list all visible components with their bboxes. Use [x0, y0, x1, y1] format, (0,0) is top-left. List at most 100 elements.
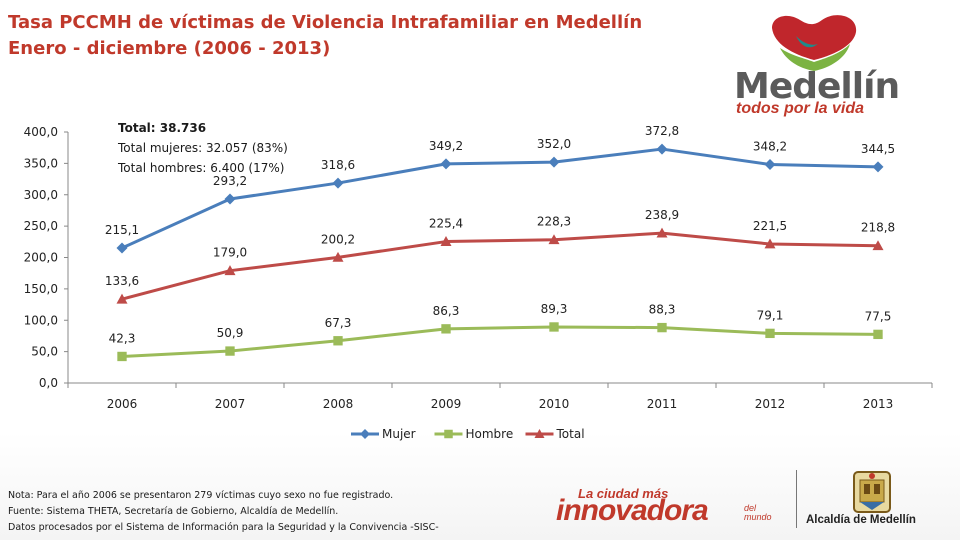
- heart-logo-icon: [772, 15, 857, 71]
- data-label-total: 238,9: [645, 208, 679, 222]
- point-mujer: [332, 177, 344, 189]
- point-mujer: [116, 242, 128, 254]
- y-tick-label: 300,0: [24, 188, 58, 202]
- footer-nota: Nota: Para el año 2006 se presentaron 27…: [8, 490, 394, 501]
- footer-notes: Nota: Para el año 2006 se presentaron 27…: [8, 488, 439, 536]
- data-label-mujer: 344,5: [861, 142, 895, 156]
- data-label-hombre: 88,3: [649, 303, 676, 317]
- data-label-total: 218,8: [861, 221, 895, 235]
- x-tick-label: 2009: [431, 397, 462, 411]
- logo-tagline: todos por la vida: [736, 100, 865, 117]
- point-total: [224, 265, 236, 276]
- x-tick-label: 2012: [755, 397, 786, 411]
- logo-wordmark: Medellín: [734, 66, 900, 107]
- point-mujer: [872, 161, 884, 173]
- y-tick-label: 50,0: [31, 345, 58, 359]
- legend-label-mujer: Mujer: [382, 427, 416, 441]
- data-label-total: 200,2: [321, 232, 355, 246]
- y-tick-label: 150,0: [24, 282, 58, 296]
- data-label-total: 228,3: [537, 215, 571, 229]
- legend-label-hombre: Hombre: [466, 427, 514, 441]
- innovadora-top: La ciudad más: [578, 486, 669, 501]
- data-label-hombre: 42,3: [109, 331, 136, 345]
- data-label-hombre: 79,1: [757, 308, 784, 322]
- x-tick-label: 2010: [539, 397, 570, 411]
- footer-divider: [796, 470, 797, 528]
- y-tick-label: 100,0: [24, 313, 58, 327]
- y-tick-label: 350,0: [24, 156, 58, 170]
- point-total: [764, 238, 776, 249]
- point-total: [440, 236, 452, 246]
- data-label-mujer: 349,2: [429, 139, 463, 153]
- total-all: Total: 38.736: [118, 121, 207, 135]
- data-label-mujer: 215,1: [105, 223, 139, 237]
- data-label-mujer: 348,2: [753, 140, 787, 154]
- point-mujer: [440, 158, 452, 170]
- innovadora-del: del: [744, 503, 757, 513]
- title-line-1: Tasa PCCMH de víctimas de Violencia Intr…: [8, 12, 643, 33]
- point-hombre: [441, 324, 451, 334]
- innovadora-logo: La ciudad más innovadora del mundo: [556, 480, 786, 530]
- point-hombre: [225, 346, 235, 356]
- title-line-2: Enero - diciembre (2006 - 2013): [8, 38, 331, 59]
- x-tick-label: 2006: [107, 397, 138, 411]
- point-hombre: [657, 322, 667, 333]
- coat-of-arms-icon: [853, 471, 891, 513]
- alcaldia-logo: Alcaldía de Medellín: [806, 468, 956, 534]
- footer-datos: Datos procesados por el Sistema de Infor…: [8, 522, 439, 533]
- point-total: [872, 240, 884, 251]
- y-tick-label: 200,0: [24, 251, 58, 265]
- x-tick-label: 2007: [215, 397, 246, 411]
- data-label-hombre: 86,3: [433, 304, 460, 318]
- innovadora-del-mundo: del mundo: [744, 504, 772, 522]
- point-hombre: [873, 329, 883, 340]
- point-total: [332, 251, 344, 262]
- total-mujeres: Total mujeres: 32.057 (83%): [118, 141, 288, 155]
- data-label-mujer: 293,2: [213, 174, 247, 188]
- line-chart: 0,0 50,0 100,0 150,0 200,0 250,0 300,0 350,0 400…: [24, 124, 933, 441]
- point-total: [116, 293, 128, 304]
- footer-fuente: Fuente: Sistema THETA, Secretaría de Gob…: [8, 506, 339, 517]
- point-hombre: [549, 322, 559, 332]
- point-mujer: [656, 143, 668, 155]
- data-label-mujer: 372,8: [645, 124, 679, 138]
- data-label-hombre: 89,3: [541, 302, 568, 316]
- innovadora-main: innovadora: [556, 494, 709, 527]
- series-line-mujer: [121, 147, 879, 250]
- x-tick-label: 2011: [647, 397, 678, 411]
- innovadora-mundo: mundo: [744, 512, 772, 522]
- point-hombre: [117, 351, 127, 362]
- point-total: [656, 227, 668, 238]
- data-label-total: 221,5: [753, 219, 787, 233]
- data-label-hombre: 50,9: [217, 326, 244, 340]
- x-tick-label: 2008: [323, 397, 354, 411]
- point-hombre: [333, 336, 343, 346]
- legend-marker-total: [534, 429, 545, 438]
- point-mujer: [224, 193, 236, 205]
- y-tick-label: 400,0: [24, 125, 58, 139]
- medellin-logo: Medellín todos por la vida: [728, 14, 900, 117]
- data-label-hombre: 67,3: [325, 316, 352, 330]
- point-hombre: [765, 328, 775, 339]
- series-line-hombre: [121, 325, 879, 358]
- data-label-total: 179,0: [213, 246, 247, 260]
- data-label-total: 225,4: [429, 217, 463, 231]
- alcaldia-label: Alcaldía de Medellín: [806, 514, 916, 526]
- point-mujer: [548, 156, 560, 168]
- total-hombres: Total hombres: 6.400 (17%): [118, 161, 285, 175]
- y-tick-label: 0,0: [39, 376, 58, 390]
- series-line-total: [121, 231, 879, 301]
- legend-marker-mujer: [360, 429, 370, 439]
- y-tick-label: 250,0: [24, 219, 58, 233]
- totals-box: Total: 38.736 Total mujeres: 32.057 (83%…: [118, 118, 288, 178]
- page-title: Tasa PCCMH de víctimas de Violencia Intr…: [8, 10, 642, 62]
- data-label-total: 133,6: [105, 274, 139, 288]
- x-tick-label: 2013: [863, 397, 894, 411]
- point-mujer: [764, 159, 776, 171]
- data-label-hombre: 77,5: [865, 309, 892, 323]
- data-label-mujer: 318,6: [321, 158, 355, 172]
- legend-marker-hombre: [444, 429, 453, 439]
- point-total: [548, 234, 560, 245]
- data-label-mujer: 352,0: [537, 137, 571, 151]
